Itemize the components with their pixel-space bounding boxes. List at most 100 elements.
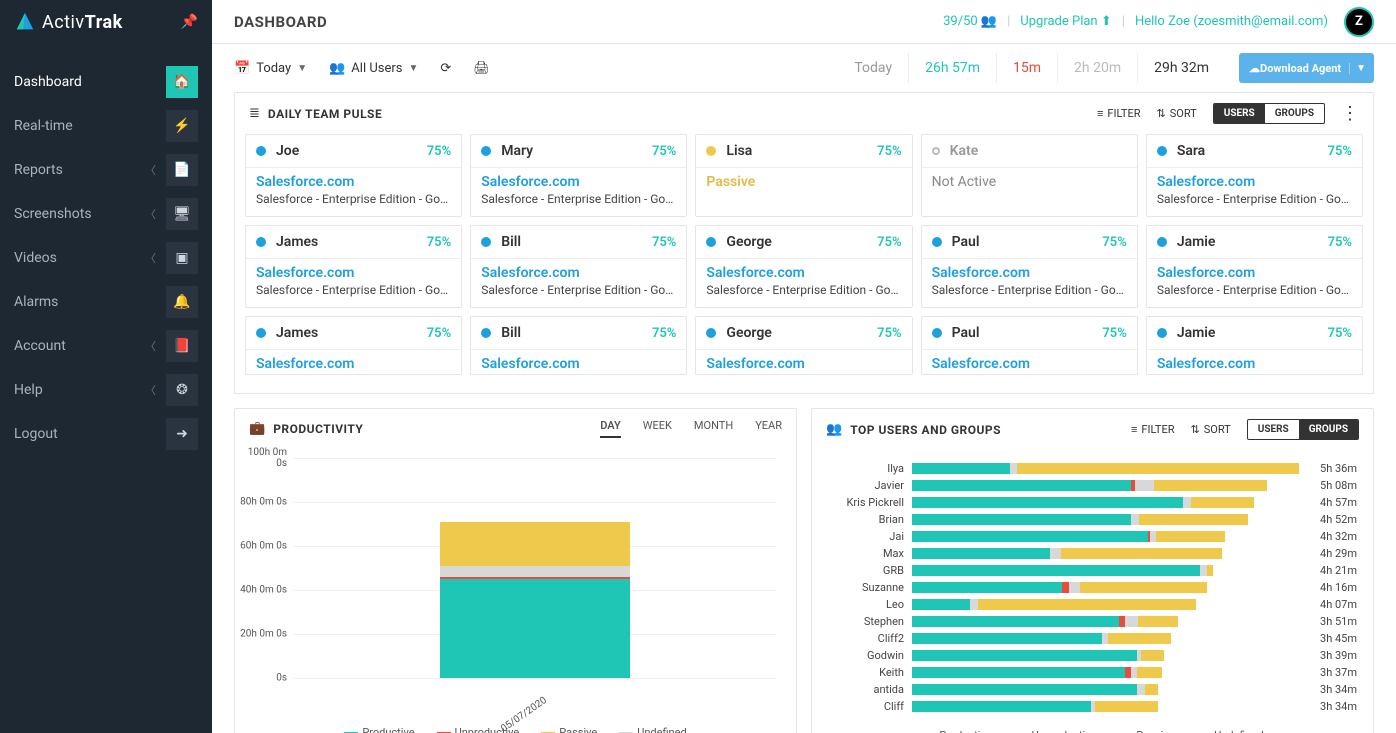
pulse-name: Paul (952, 234, 980, 250)
pulse-filter[interactable]: ≡ FILTER (1097, 107, 1141, 120)
topuser-row[interactable]: Leo 4h 07m (828, 596, 1357, 613)
quota[interactable]: 39/50 👥 (943, 14, 997, 29)
toggle-groups[interactable]: GROUPS (1265, 104, 1324, 123)
productivity-title: PRODUCTIVITY (273, 422, 363, 436)
chevron-left-icon: 〈 (145, 250, 156, 266)
pin-icon[interactable]: 📌 (181, 14, 198, 30)
pulse-card[interactable]: Paul 75% Salesforce.com (921, 316, 1138, 375)
refresh-icon[interactable]: ⟳ (440, 61, 451, 76)
pulse-app: Salesforce.com (706, 265, 901, 281)
tab-month[interactable]: MONTH (694, 419, 733, 438)
topuser-row[interactable]: GRB 4h 21m (828, 562, 1357, 579)
topuser-row[interactable]: Stephen 3h 51m (828, 613, 1357, 630)
pulse-card[interactable]: George 75% Salesforce.com Salesforce - E… (695, 225, 912, 308)
pulse-sub: Salesforce - Enterprise Edition - Googl… (706, 283, 901, 297)
ts-label: Today (838, 53, 908, 83)
y-tick: 0s (235, 673, 287, 684)
pulse-card[interactable]: Kate Not Active (921, 134, 1138, 217)
print-icon[interactable]: 🖨 (473, 61, 490, 76)
pulse-percent: 75% (1102, 235, 1126, 250)
download-agent-button[interactable]: ☁ Download Agent▼ (1239, 53, 1374, 83)
topuser-row[interactable]: Javier 5h 08m (828, 477, 1357, 494)
topuser-row[interactable]: Ilya 5h 36m (828, 460, 1357, 477)
topuser-row[interactable]: Max 4h 29m (828, 545, 1357, 562)
topuser-name: Godwin (828, 649, 912, 662)
topusers-filter[interactable]: ≡ FILTER (1131, 423, 1175, 436)
pulse-card[interactable]: Bill 75% Salesforce.com Salesforce - Ent… (470, 225, 687, 308)
pulse-app: Salesforce.com (1157, 356, 1352, 372)
tab-year[interactable]: YEAR (755, 419, 782, 438)
nav-label: Videos (14, 250, 57, 266)
toolbar: 📅 Today ▼ 👥 All Users ▼ ⟳ 🖨 Today 26h 57… (212, 44, 1396, 92)
toggle-groups[interactable]: GROUPS (1299, 420, 1358, 439)
pulse-card[interactable]: Lisa 75% Passive (695, 134, 912, 217)
pulse-name: Bill (501, 234, 521, 250)
topuser-row[interactable]: Suzanne 4h 16m (828, 579, 1357, 596)
pulse-percent: 75% (652, 235, 676, 250)
productivity-tabs[interactable]: DAY WEEK MONTH YEAR (600, 419, 782, 438)
nav-icon: 🖥 (166, 198, 198, 230)
nav-item-help[interactable]: Help〈❂ (0, 368, 212, 412)
pulse-menu-icon[interactable]: ⋮ (1341, 109, 1359, 118)
tab-week[interactable]: WEEK (643, 419, 672, 438)
topuser-row[interactable]: Cliff2 3h 45m (828, 630, 1357, 647)
topuser-row[interactable]: Kris Pickrell 4h 57m (828, 494, 1357, 511)
pulse-app: Salesforce.com (1157, 265, 1352, 281)
pulse-card[interactable]: Jamie 75% Salesforce.com (1146, 316, 1363, 375)
toggle-users[interactable]: USERS (1248, 420, 1299, 439)
pulse-card[interactable]: James 75% Salesforce.com (245, 316, 462, 375)
pulse-card[interactable]: George 75% Salesforce.com (695, 316, 912, 375)
status-dot-icon (932, 237, 942, 247)
avatar[interactable]: Z (1344, 7, 1374, 37)
page-title: DASHBOARD (234, 13, 327, 31)
nav-item-logout[interactable]: Logout➜ (0, 412, 212, 456)
pulse-toggle[interactable]: USERSGROUPS (1213, 103, 1325, 124)
nav-item-reports[interactable]: Reports〈📄 (0, 148, 212, 192)
pulse-sub: Salesforce - Enterprise Edition - Googl… (1157, 192, 1352, 206)
pulse-card[interactable]: Jamie 75% Salesforce.com Salesforce - En… (1146, 225, 1363, 308)
tab-day[interactable]: DAY (600, 419, 621, 438)
legend-item: Unproductive (1014, 729, 1097, 733)
topuser-name: Kris Pickrell (828, 496, 912, 509)
pulse-card[interactable]: Mary 75% Salesforce.com Salesforce - Ent… (470, 134, 687, 217)
pulse-card[interactable]: Paul 75% Salesforce.com Salesforce - Ent… (921, 225, 1138, 308)
nav-item-screenshots[interactable]: Screenshots〈🖥 (0, 192, 212, 236)
date-picker[interactable]: 📅 Today ▼ (234, 61, 307, 76)
topuser-row[interactable]: antida 3h 34m (828, 681, 1357, 698)
topuser-name: Max (828, 547, 912, 560)
nav-icon: 📕 (166, 330, 198, 362)
pulse-sort[interactable]: ⇅ SORT (1157, 107, 1197, 120)
topuser-row[interactable]: Godwin 3h 39m (828, 647, 1357, 664)
nav-item-dashboard[interactable]: Dashboard🏠 (0, 60, 212, 104)
pulse-card[interactable]: Joe 75% Salesforce.com Salesforce - Ente… (245, 134, 462, 217)
nav-item-alarms[interactable]: Alarms🔔 (0, 280, 212, 324)
topuser-bar (912, 684, 1299, 695)
nav-item-real-time[interactable]: Real-time⚡ (0, 104, 212, 148)
toggle-users[interactable]: USERS (1214, 104, 1265, 123)
topusers-sort[interactable]: ⇅ SORT (1191, 423, 1231, 436)
pulse-sub: Salesforce - Enterprise Edition - Googl… (932, 283, 1127, 297)
legend-item: Productive (921, 729, 991, 733)
topuser-bar (912, 565, 1299, 576)
y-tick: 60h 0m 0s (235, 541, 287, 552)
logo[interactable]: ActivTrak 📌 (0, 0, 212, 44)
users-picker[interactable]: 👥 All Users ▼ (329, 61, 418, 76)
pulse-card[interactable]: Sara 75% Salesforce.com Salesforce - Ent… (1146, 134, 1363, 217)
nav-item-videos[interactable]: Videos〈▣ (0, 236, 212, 280)
nav-icon: ⚡ (166, 110, 198, 142)
topusers-toggle[interactable]: USERSGROUPS (1247, 419, 1359, 440)
topuser-row[interactable]: Cliff 3h 34m (828, 698, 1357, 715)
topbar: DASHBOARD 39/50 👥 | Upgrade Plan ⬆ | Hel… (212, 0, 1396, 44)
nav-item-account[interactable]: Account〈📕 (0, 324, 212, 368)
upgrade-link[interactable]: Upgrade Plan ⬆ (1020, 14, 1111, 29)
legend-item: Undefined (1196, 729, 1263, 733)
topuser-row[interactable]: Jai 4h 32m (828, 528, 1357, 545)
greeting[interactable]: Hello Zoe (zoesmith@email.com) (1135, 14, 1328, 29)
pulse-card[interactable]: Bill 75% Salesforce.com (470, 316, 687, 375)
topuser-row[interactable]: Keith 3h 37m (828, 664, 1357, 681)
status-dot-icon (256, 146, 266, 156)
topuser-row[interactable]: Brian 4h 52m (828, 511, 1357, 528)
y-tick: 40h 0m 0s (235, 585, 287, 596)
pulse-card[interactable]: James 75% Salesforce.com Salesforce - En… (245, 225, 462, 308)
pulse-app: Salesforce.com (256, 174, 451, 190)
